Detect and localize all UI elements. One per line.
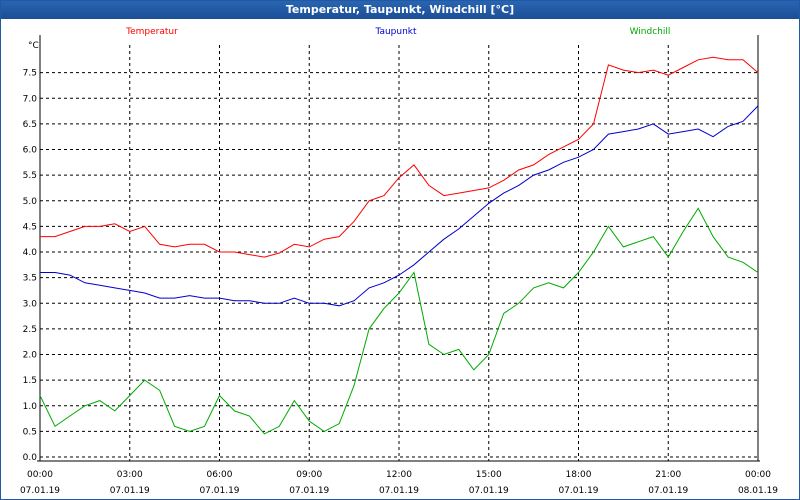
y-tick-label: 7.5 [23, 69, 37, 79]
x-tick-date: 07.01.19 [379, 486, 419, 496]
y-axis: 0.0 0.5 1.0 1.5 2.0 2.5 3.0 3.5 4.0 4.5 5.0 5.5 6.0 6… [23, 41, 39, 463]
y-tick-label: 6.0 [23, 146, 38, 156]
x-tick-time: 03:00 [117, 470, 143, 480]
x-tick-date: 07.01.19 [648, 486, 688, 496]
x-tick-time: 21:00 [655, 470, 681, 480]
x-tick-date: 08.01.19 [738, 486, 778, 496]
series-line-windchill [39, 207, 759, 435]
plot-frame [37, 35, 760, 462]
y-tick-label: 0.0 [23, 453, 38, 463]
y-axis-label: °C [28, 41, 39, 51]
y-tick-label: 1.5 [23, 376, 37, 386]
chart-title: Temperatur, Taupunkt, Windchill [°C] [1, 1, 799, 19]
x-tick-date: 07.01.19 [289, 486, 329, 496]
legend-entry-temperatur: Temperatur [125, 27, 178, 37]
y-tick-label: 3.5 [23, 274, 37, 284]
x-tick-time: 15:00 [476, 470, 502, 480]
y-tick-label: 4.0 [23, 248, 38, 258]
y-tick-label: 6.5 [23, 120, 37, 130]
x-tick-date: 07.01.19 [199, 486, 239, 496]
legend: Temperatur Taupunkt Windchill [125, 27, 670, 37]
series-line-taupunkt [40, 105, 759, 307]
x-axis: 00:00 07.01.19 03:00 07.01.19 06:00 07.01.19 0… [20, 470, 778, 496]
x-tick-date: 07.01.19 [469, 486, 509, 496]
y-tick-label: 1.0 [23, 402, 38, 412]
y-tick-label: 0.5 [23, 427, 37, 437]
x-tick-time: 06:00 [207, 470, 233, 480]
x-tick-time: 00:00 [27, 470, 53, 480]
x-tick-time: 09:00 [296, 470, 322, 480]
x-tick-date: 07.01.19 [20, 486, 60, 496]
x-tick-date: 07.01.19 [558, 486, 598, 496]
y-tick-label: 5.0 [23, 197, 38, 207]
x-tick-time: 12:00 [386, 470, 412, 480]
y-tick-label: 2.5 [23, 325, 37, 335]
y-tick-label: 7.0 [23, 94, 38, 104]
legend-entry-windchill: Windchill [630, 27, 671, 37]
y-tick-label: 3.0 [23, 299, 38, 309]
x-tick-date: 07.01.19 [110, 486, 150, 496]
x-tick-time: 00:00 [745, 470, 771, 480]
grid-lines [40, 45, 758, 461]
series-line-temperatur [40, 56, 759, 258]
y-tick-label: 5.5 [23, 171, 37, 181]
legend-entry-taupunkt: Taupunkt [374, 27, 417, 37]
y-tick-label: 4.5 [23, 222, 37, 232]
series-lines [39, 56, 759, 435]
x-tick-time: 18:00 [566, 470, 592, 480]
y-tick-label: 2.0 [23, 351, 38, 361]
